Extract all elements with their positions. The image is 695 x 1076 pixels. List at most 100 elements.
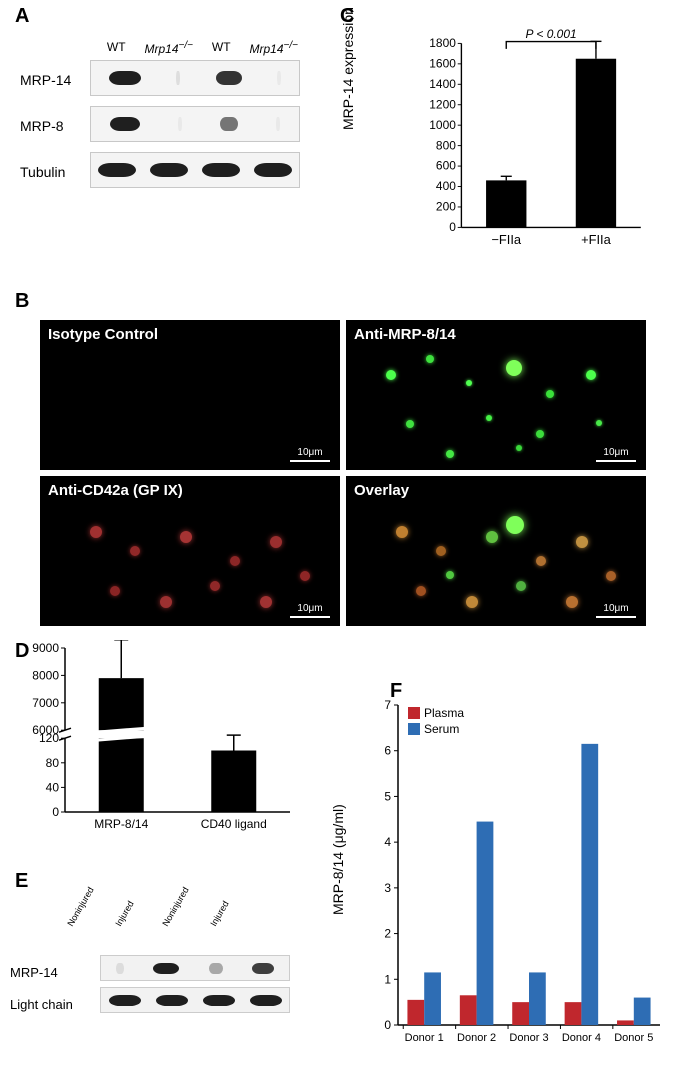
svg-text:200: 200 — [436, 200, 456, 214]
svg-text:Donor 4: Donor 4 — [562, 1032, 601, 1044]
svg-text:800: 800 — [436, 138, 456, 152]
svg-text:1800: 1800 — [429, 36, 456, 50]
panel-a-row-label: MRP-8 — [20, 118, 64, 134]
fluorescent-dot — [516, 581, 526, 591]
fluorescent-dot — [486, 531, 498, 543]
fluorescent-dot — [110, 586, 120, 596]
svg-text:−FIIa: −FIIa — [491, 232, 522, 247]
panel-f-svg: 01234567Donor 1Donor 2Donor 3Donor 4Dono… — [350, 675, 670, 1055]
microscopy-title: Anti-CD42a (GP IX) — [48, 482, 183, 499]
fluorescent-dot — [546, 390, 554, 398]
microscopy-title: Isotype Control — [48, 326, 158, 343]
fluorescent-dot — [446, 450, 454, 458]
scale-bar: 10μm — [596, 603, 636, 618]
fluorescent-dot — [506, 360, 522, 376]
panel-a-lane-header: WT — [90, 40, 143, 56]
blot-row — [100, 955, 290, 981]
svg-text:2: 2 — [384, 927, 391, 941]
microscopy-image: Anti-CD42a (GP IX) 10μm — [40, 476, 340, 626]
fluorescent-dot — [406, 420, 414, 428]
fluorescent-dot — [446, 571, 454, 579]
svg-text:CD40 ligand: CD40 ligand — [201, 817, 267, 831]
blot-row — [90, 152, 300, 188]
svg-text:Donor 1: Donor 1 — [405, 1032, 444, 1044]
fluorescent-dot — [466, 596, 478, 608]
microscopy-image: Anti-MRP-8/14 10μm — [346, 320, 646, 470]
svg-text:8000: 8000 — [32, 668, 59, 682]
fluorescent-dot — [506, 516, 524, 534]
scale-bar: 10μm — [596, 447, 636, 462]
svg-text:600: 600 — [436, 159, 456, 173]
blot-band — [209, 963, 223, 974]
svg-text:1: 1 — [384, 972, 391, 986]
blot-row — [90, 60, 300, 96]
panel-a-western-blot: WTMrp14−/−WTMrp14−/− MRP-14 MRP-8 Tubulin — [10, 10, 320, 260]
svg-text:4: 4 — [384, 835, 391, 849]
panel-a-lane-headers: WTMrp14−/−WTMrp14−/− — [90, 40, 300, 56]
svg-text:1200: 1200 — [429, 97, 456, 111]
microscopy-image: Overlay 10μm — [346, 476, 646, 626]
fluorescent-dot — [396, 526, 408, 538]
svg-text:5: 5 — [384, 789, 391, 803]
panel-e-lane-header: Noninjured — [65, 882, 123, 943]
fluorescent-dot — [386, 370, 396, 380]
panel-c-ylabel: MRP-14 expression — [340, 7, 356, 130]
svg-text:6: 6 — [384, 744, 391, 758]
svg-text:Serum: Serum — [424, 722, 459, 736]
svg-text:1400: 1400 — [429, 77, 456, 91]
blot-band — [277, 71, 281, 85]
fluorescent-dot — [606, 571, 616, 581]
blot-band — [116, 963, 124, 974]
blot-band — [220, 117, 238, 131]
blot-band — [252, 963, 274, 974]
fluorescent-dot — [90, 526, 102, 538]
scale-bar: 10μm — [290, 603, 330, 618]
svg-text:MRP-8/14: MRP-8/14 — [94, 817, 148, 831]
panel-c-bar-chart: MRP-14 expression 0200400600800100012001… — [340, 10, 670, 290]
svg-text:Donor 5: Donor 5 — [614, 1032, 653, 1044]
blot-row — [100, 987, 290, 1013]
svg-text:80: 80 — [46, 756, 60, 770]
fluorescent-dot — [536, 556, 546, 566]
panel-e-lane-header: Injured — [113, 882, 171, 943]
svg-text:0: 0 — [449, 220, 456, 234]
fluorescent-dot — [436, 546, 446, 556]
panel-b-microscopy: Isotype Control10μmAnti-MRP-8/1410μmAnti… — [10, 290, 670, 630]
panel-f-grouped-bar-chart: MRP-8/14 (μg/ml) 01234567Donor 1Donor 2D… — [350, 675, 680, 1065]
svg-text:40: 40 — [46, 780, 60, 794]
svg-text:6000: 6000 — [32, 723, 59, 737]
blot-band — [98, 163, 136, 177]
svg-text:0: 0 — [52, 805, 59, 819]
svg-text:7000: 7000 — [32, 696, 59, 710]
svg-text:Donor 2: Donor 2 — [457, 1032, 496, 1044]
panel-e-row-label: MRP-14 — [10, 965, 58, 980]
svg-text:1000: 1000 — [429, 118, 456, 132]
panel-d-broken-bar-chart: pg/10⁶ platelets 04080120600070008000900… — [10, 640, 310, 850]
blot-band — [153, 963, 179, 974]
fluorescent-dot — [486, 415, 492, 421]
fluorescent-dot — [260, 596, 272, 608]
svg-text:0: 0 — [384, 1018, 391, 1032]
panel-a-row-label: MRP-14 — [20, 72, 71, 88]
microscopy-title: Anti-MRP-8/14 — [354, 326, 456, 343]
blot-band — [250, 995, 282, 1006]
fluorescent-dot — [536, 430, 544, 438]
fluorescent-dot — [210, 581, 220, 591]
blot-band — [203, 995, 235, 1006]
blot-band — [110, 117, 140, 131]
panel-d-svg: 040801206000700080009000MRP-8/14CD40 lig… — [10, 640, 300, 840]
panel-e-row-label: Light chain — [10, 997, 73, 1012]
panel-f-ylabel: MRP-8/14 (μg/ml) — [330, 804, 346, 915]
fluorescent-dot — [586, 370, 596, 380]
panel-a-row-label: Tubulin — [20, 164, 65, 180]
blot-band — [156, 995, 188, 1006]
fluorescent-dot — [130, 546, 140, 556]
microscopy-title: Overlay — [354, 482, 409, 499]
fluorescent-dot — [300, 571, 310, 581]
blot-band — [216, 71, 242, 85]
panel-a-lane-header: Mrp14−/− — [248, 40, 301, 56]
blot-band — [202, 163, 240, 177]
panel-a-lane-header: WT — [195, 40, 248, 56]
fluorescent-dot — [576, 536, 588, 548]
svg-text:Plasma: Plasma — [424, 706, 464, 720]
